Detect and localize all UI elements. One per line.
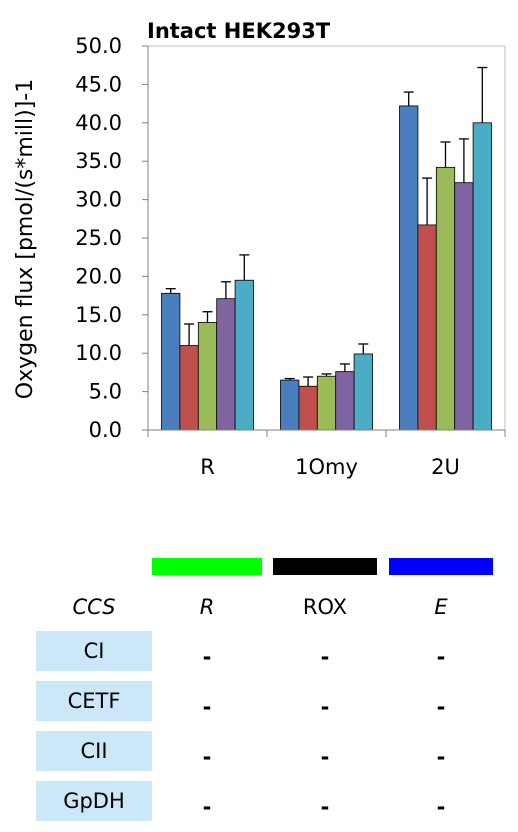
y-tick-label: 35.0 (75, 149, 122, 173)
bar (216, 298, 236, 431)
table-cell: - (436, 795, 446, 819)
chart-title: Intact HEK293T (147, 19, 331, 43)
x-axis: R 1Omy 2U (147, 429, 506, 479)
table-cell: - (202, 695, 212, 719)
table-header-e: E (434, 595, 448, 619)
y-tick-label: 45.0 (75, 72, 122, 96)
bar (197, 322, 218, 431)
table-row-gpdh: GpDH (36, 781, 152, 821)
y-axis: 0.0 5.0 10.0 15.0 20.0 25.0 30.0 35.0 40.0 45.0 50… (75, 34, 149, 442)
bar (298, 385, 318, 431)
bar (454, 182, 474, 431)
y-axis-label: Oxygen flux [pmol/(s*mill)]-1 (13, 79, 38, 399)
y-tick-label: 30.0 (75, 188, 122, 212)
bar (335, 371, 355, 431)
y-tick-label: 20.0 (75, 264, 122, 288)
x-tick-label: 2U (431, 455, 460, 479)
bar (399, 105, 419, 431)
bar (472, 122, 492, 431)
table-header-r: R (199, 595, 215, 619)
y-tick-label: 50.0 (75, 34, 122, 58)
legend-bar-black (273, 558, 377, 575)
table-cell: - (436, 745, 446, 769)
bar (179, 345, 199, 431)
bar (161, 292, 181, 431)
bar-chart: Intact HEK293T Oxygen flux [pmol/(s*mill… (13, 19, 506, 479)
bar (435, 166, 456, 431)
table-header-rox: ROX (302, 595, 348, 619)
table-header-ccs: CCS (72, 595, 116, 619)
bar (280, 379, 300, 431)
x-tick-label: 1Omy (295, 455, 358, 479)
y-tick-label: 40.0 (75, 111, 122, 135)
x-tick-label: R (200, 455, 215, 479)
table-row-ci: CI (36, 631, 152, 671)
table-cell: - (436, 695, 446, 719)
y-tick-label: 10.0 (75, 341, 122, 365)
table-cell: - (320, 695, 330, 719)
bar-series-group (161, 66, 492, 431)
bar (417, 224, 437, 431)
legend-bar-green (152, 558, 262, 575)
table-cell: - (202, 645, 212, 669)
table-cell: - (320, 745, 330, 769)
table-cell: - (436, 645, 446, 669)
y-tick-label: 15.0 (75, 303, 122, 327)
table-cell: - (320, 645, 330, 669)
legend-bar-blue (389, 558, 493, 575)
table-row-cii: CII (36, 731, 152, 771)
table-row-cetf: CETF (36, 681, 152, 721)
table-cell: - (202, 795, 212, 819)
bar (234, 279, 254, 431)
y-tick-label: 25.0 (75, 226, 122, 250)
y-tick-label: 0.0 (89, 418, 122, 442)
bar (316, 375, 337, 431)
bar (353, 353, 373, 431)
table-cell: - (320, 795, 330, 819)
table-cell: - (202, 745, 212, 769)
y-tick-label: 5.0 (89, 380, 122, 404)
